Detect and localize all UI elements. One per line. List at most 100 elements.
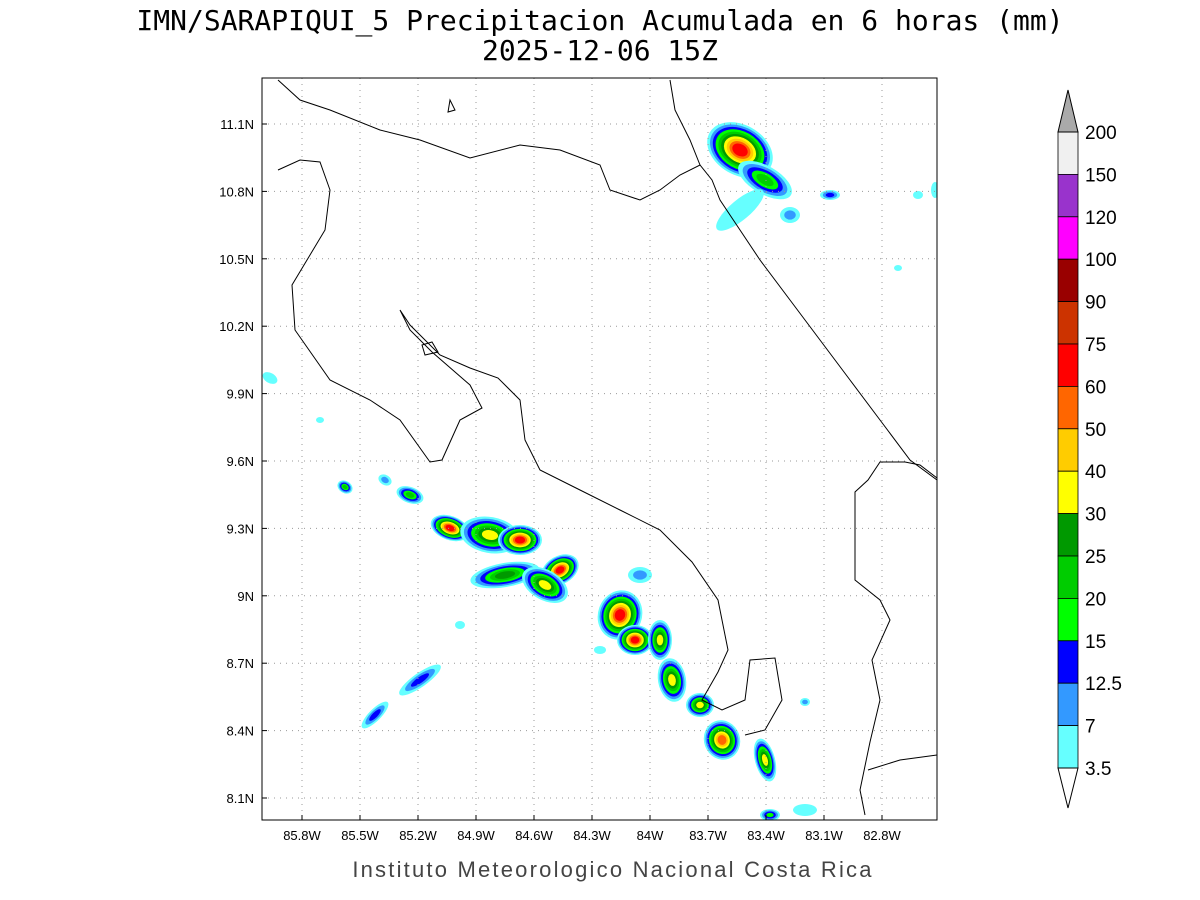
title: IMN/SARAPIQUI_5 Precipitacion Acumulada …	[136, 4, 1063, 38]
precip-cell	[825, 192, 835, 198]
colorbar-label: 15	[1085, 632, 1106, 653]
colorbar-segment	[1057, 385, 1079, 430]
lon-label: 83.4W	[747, 828, 785, 843]
lon-label: 84.6W	[515, 828, 553, 843]
precip-cell	[761, 754, 769, 766]
colorbar-under	[1057, 767, 1079, 809]
precip-cell	[342, 484, 348, 490]
precip-cell	[668, 674, 676, 686]
precip-cell	[494, 571, 516, 579]
precip-cell	[614, 609, 626, 621]
colorbar-label: 7	[1085, 717, 1096, 738]
coastline	[277, 159, 783, 736]
colorbar-segment	[1057, 682, 1079, 727]
colorbar-label: 60	[1085, 377, 1106, 398]
coastlines	[277, 79, 937, 816]
precip-cell	[316, 417, 324, 423]
lat-label: 8.1N	[227, 791, 254, 806]
colorbar-label: 30	[1085, 505, 1106, 526]
colorbar-segment	[1057, 470, 1079, 515]
precip-cell	[381, 476, 389, 484]
lon-label: 84.3W	[573, 828, 611, 843]
precip-cell	[455, 621, 465, 629]
precip-cell	[481, 529, 499, 541]
precip-cell	[894, 265, 902, 271]
precip-cell	[405, 492, 415, 498]
colorbar-segment	[1057, 258, 1079, 303]
coastline	[867, 754, 937, 771]
lat-label: 10.8N	[219, 184, 254, 199]
colorbar-label: 25	[1085, 547, 1106, 568]
precip-cell	[802, 699, 808, 705]
colorbar-segment	[1057, 173, 1079, 218]
precip-cell	[410, 673, 430, 687]
precip-cell	[913, 191, 923, 199]
lat-label: 11.1N	[220, 117, 254, 132]
colorbar-label: 90	[1085, 293, 1106, 314]
precip-field	[262, 122, 937, 820]
lat-label: 8.4N	[227, 724, 254, 739]
lon-label: 82.8W	[863, 828, 901, 843]
colorbar-label: 50	[1085, 420, 1106, 441]
map-frame	[261, 77, 938, 821]
precip-cell	[630, 636, 640, 644]
precip-cell	[784, 210, 796, 220]
colorbar-over	[1057, 89, 1079, 133]
colorbar-segment	[1057, 216, 1079, 260]
lon-label: 84W	[637, 828, 664, 843]
precip-cell	[445, 524, 455, 532]
colorbar-label: 12.5	[1085, 674, 1122, 695]
colorbar-label: 75	[1085, 335, 1106, 356]
colorbar-label: 120	[1085, 208, 1117, 229]
lat-label: 9.3N	[227, 521, 254, 536]
lon-label: 85.2W	[399, 828, 437, 843]
precip-cell	[732, 143, 748, 157]
lon-label: 83.1W	[805, 828, 843, 843]
lat-label: 10.2N	[219, 319, 254, 334]
precip-cell	[369, 709, 381, 721]
precip-cell	[716, 189, 764, 231]
colorbar-segment	[1057, 598, 1079, 642]
precip-cell	[538, 580, 552, 590]
colorbar-segment	[1057, 513, 1079, 557]
colorbar: 200 150 120 100 90 75 60 50 40 30 25 20 15 12.5 7 3.5	[1057, 89, 1122, 809]
lon-label: 84.9W	[457, 828, 495, 843]
lat-label: 8.7N	[227, 656, 254, 671]
colorbar-segment	[1057, 131, 1079, 175]
precip-cell	[756, 173, 774, 187]
precip-cell	[766, 812, 774, 818]
colorbar-segment	[1057, 428, 1079, 472]
colorbar-label: 150	[1085, 165, 1117, 186]
precip-cell	[555, 566, 565, 574]
lat-label: 9N	[237, 589, 254, 604]
lat-label: 9.6N	[227, 454, 254, 469]
precip-cell	[793, 804, 817, 816]
colorbar-label: 100	[1085, 250, 1117, 271]
footer: Instituto Meteorologico Nacional Costa R…	[352, 857, 873, 882]
grid: 85.8W 85.5W 85.2W 84.9W 84.6W 84.3W 84W 83.7W 83…	[219, 78, 937, 843]
lon-label: 85.5W	[341, 828, 379, 843]
coastline	[447, 98, 456, 113]
lon-label: 83.7W	[689, 828, 727, 843]
precip-cell	[633, 570, 647, 580]
coastline	[421, 341, 439, 356]
lon-label: 85.8W	[283, 828, 321, 843]
subtitle: 2025-12-06 15Z	[482, 34, 718, 67]
lat-label: 9.9N	[227, 387, 254, 402]
coastline	[277, 79, 937, 481]
colorbar-segment	[1057, 555, 1079, 599]
colorbar-label: 20	[1085, 589, 1106, 610]
colorbar-label: 3.5	[1085, 759, 1111, 780]
precip-cell	[717, 735, 727, 745]
colorbar-segment	[1057, 343, 1079, 387]
coastline	[669, 79, 701, 166]
colorbar-label: 40	[1085, 462, 1106, 483]
precip-cell	[594, 646, 606, 654]
colorbar-label: 200	[1085, 123, 1117, 144]
colorbar-segment	[1057, 640, 1079, 684]
precip-cell	[656, 634, 664, 646]
precip-cell	[514, 536, 526, 544]
colorbar-segment	[1057, 725, 1079, 769]
precip-cell	[262, 372, 278, 384]
